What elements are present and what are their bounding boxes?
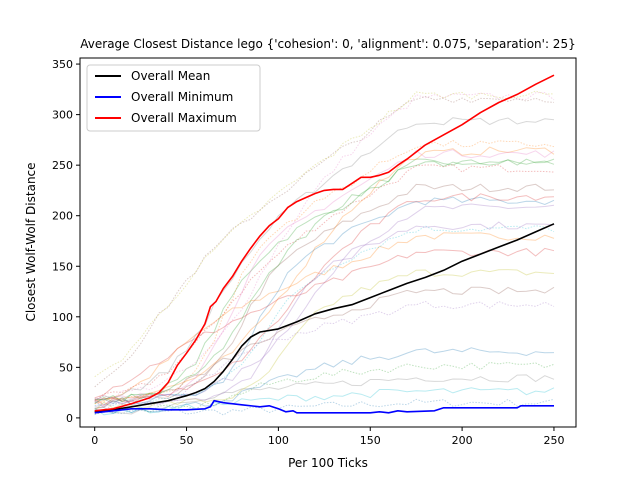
- x-tick-label: 0: [91, 434, 98, 447]
- y-tick-label: 100: [52, 311, 73, 324]
- y-tick-label: 50: [59, 361, 73, 374]
- background-trial-line: [94, 196, 555, 406]
- x-tick-label: 150: [360, 434, 381, 447]
- series-line-maximum: [94, 74, 555, 412]
- series-lines: [94, 74, 555, 414]
- background-trial-line: [94, 300, 555, 413]
- x-axis-ticks: 0 50 100 150 200 250: [91, 427, 564, 447]
- chart-title: Average Closest Distance lego {'cohesion…: [80, 37, 575, 51]
- background-trial-line: [94, 203, 555, 407]
- y-tick-label: 350: [52, 58, 73, 71]
- background-trial-line: [94, 146, 555, 403]
- background-trial-line: [94, 193, 555, 406]
- background-trial-line: [94, 374, 555, 415]
- plot-frame: [79, 57, 577, 428]
- x-tick-label: 200: [452, 434, 473, 447]
- background-trial-line: [94, 225, 555, 406]
- y-tick-label: 150: [52, 260, 73, 273]
- legend-label-maximum: Overall Maximum: [131, 111, 237, 125]
- background-trial-line: [94, 149, 555, 400]
- x-tick-label: 50: [180, 434, 194, 447]
- y-tick-label: 200: [52, 210, 73, 223]
- series-line-mean: [94, 223, 555, 413]
- background-trial-line: [94, 387, 555, 416]
- legend-label-mean: Overall Mean: [131, 69, 210, 83]
- background-trial-line: [94, 183, 555, 402]
- legend-label-minimum: Overall Minimum: [131, 90, 233, 104]
- background-trial-line: [94, 158, 555, 405]
- x-tick-label: 250: [543, 434, 564, 447]
- background-trial-line: [94, 361, 555, 415]
- background-trial-line: [94, 221, 555, 409]
- legend-frame: [86, 64, 261, 132]
- background-trial-line: [94, 347, 555, 414]
- x-tick-label: 100: [268, 434, 289, 447]
- y-tick-label: 0: [66, 412, 73, 425]
- background-trial-line: [94, 158, 555, 403]
- background-trial-line: [94, 90, 555, 378]
- y-tick-label: 250: [52, 159, 73, 172]
- background-trial-line: [94, 139, 555, 405]
- x-axis-label: Per 100 Ticks: [288, 456, 368, 470]
- background-trial-line: [94, 286, 555, 409]
- background-trial-line: [94, 95, 555, 388]
- y-axis-ticks: 0 50 100 150 200 250 300 350: [52, 58, 80, 425]
- background-trial-line: [94, 92, 555, 402]
- background-trial-line: [94, 117, 555, 402]
- legend: Overall Mean Overall Minimum Overall Max…: [86, 64, 261, 132]
- background-trial-line: [94, 269, 555, 411]
- series-line-minimum: [94, 399, 554, 414]
- background-trial-line: [94, 232, 555, 404]
- y-tick-label: 300: [52, 109, 73, 122]
- y-axis-label: Closest Wolf-Wolf Distance: [24, 162, 38, 321]
- background-trial-line: [94, 163, 555, 402]
